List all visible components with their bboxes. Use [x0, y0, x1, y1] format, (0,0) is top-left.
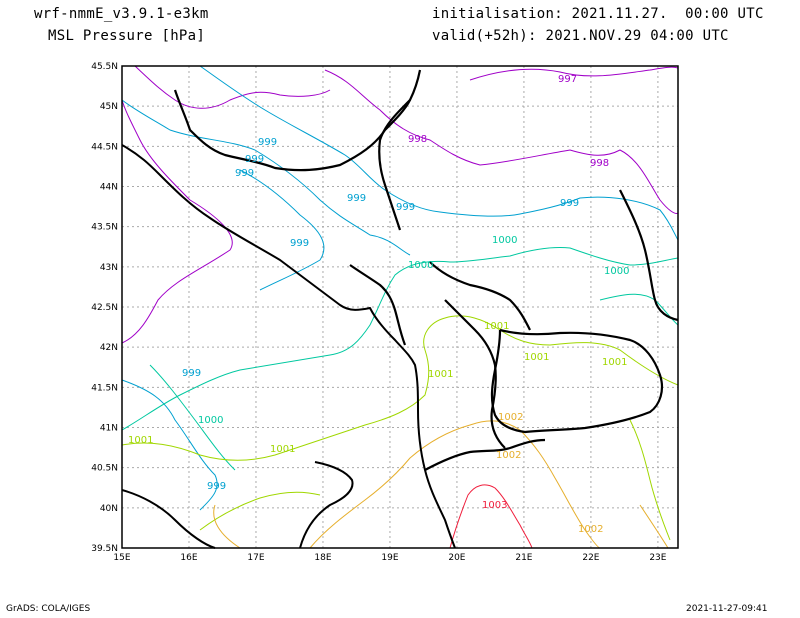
contour-label: 1000	[198, 415, 223, 426]
isobar-999	[121, 99, 411, 256]
isobar-1002	[213, 504, 241, 549]
contour-label: 1002	[498, 412, 523, 423]
contour-label: 997	[558, 74, 577, 85]
contour-label: 1001	[524, 352, 549, 363]
contour-label: 1002	[578, 524, 603, 535]
contour-label: 1003	[482, 500, 507, 511]
longitude-label: 22E	[582, 553, 599, 563]
longitude-label: 16E	[180, 553, 197, 563]
init-time: initialisation: 2021.11.27. 00:00 UTC	[432, 6, 764, 22]
border-kosovo	[429, 261, 531, 331]
borders	[173, 69, 679, 471]
contour-label: 999	[245, 154, 264, 165]
longitude-labels: 15E 16E 17E 18E 19E 20E 21E 22E 23E	[113, 553, 666, 563]
contour-label: 1001	[428, 369, 453, 380]
isobar-1001	[121, 315, 679, 461]
isobar-998	[324, 69, 679, 214]
isobar-1001	[199, 491, 321, 531]
latitude-label: 44N	[100, 183, 118, 193]
latitude-label: 41N	[100, 424, 118, 434]
footer-credit: GrADS: COLA/IGES	[6, 604, 91, 614]
isobar-1002	[639, 504, 669, 549]
latitude-label: 39.5N	[91, 544, 118, 554]
isobar-1000	[599, 293, 679, 326]
contour-labels: 997 998 998 999 999 999 999 999 999 999 …	[128, 74, 629, 535]
plot-frame	[121, 65, 679, 549]
longitude-label: 19E	[381, 553, 398, 563]
latitude-label: 45.5N	[91, 62, 118, 72]
contour-label: 999	[235, 168, 254, 179]
coastlines	[121, 144, 456, 549]
isobar-1001	[629, 419, 671, 541]
latitude-label: 41.5N	[91, 383, 118, 393]
contours	[121, 65, 679, 549]
border-north	[173, 69, 422, 172]
border-greece	[424, 438, 546, 471]
contour-label: 999	[396, 202, 415, 213]
border-drina	[378, 99, 411, 231]
contour-label: 999	[182, 368, 201, 379]
contour-label: 999	[560, 198, 579, 209]
isobar-999	[121, 379, 218, 511]
border-bulgaria	[619, 189, 679, 322]
longitude-label: 21E	[515, 553, 532, 563]
lat-lon-grid	[122, 66, 678, 548]
isobar-1000	[149, 364, 236, 471]
latitude-label: 44.5N	[91, 142, 118, 152]
border-montenegro	[349, 264, 407, 346]
isobar-999	[239, 169, 325, 291]
valid-time: valid(+52h): 2021.NOV.29 04:00 UTC	[432, 28, 729, 44]
latitude-label: 40.5N	[91, 464, 118, 474]
latitude-labels: 45.5N 45N 44.5N 44N 43.5N 43N 42.5N 42N 41.5N 41N…	[91, 62, 118, 554]
italy-heel-coast	[121, 489, 216, 549]
contour-label: 1002	[496, 450, 521, 461]
longitude-label: 15E	[113, 553, 130, 563]
contour-label: 1000	[492, 235, 517, 246]
contour-label: 999	[347, 193, 366, 204]
isobar-997	[469, 66, 679, 81]
footer-timestamp: 2021-11-27-09:41	[686, 604, 768, 614]
contour-label: 1001	[484, 321, 509, 332]
isobar-999	[199, 65, 679, 241]
isobar-1000	[121, 247, 679, 431]
contour-label: 999	[207, 481, 226, 492]
longitude-label: 20E	[448, 553, 465, 563]
longitude-label: 23E	[649, 553, 666, 563]
field-title: MSL Pressure [hPa]	[48, 28, 206, 44]
contour-label: 998	[408, 134, 427, 145]
isobar-1003	[449, 484, 533, 549]
contour-label: 998	[590, 158, 609, 169]
latitude-label: 40N	[100, 504, 118, 514]
contour-label: 1001	[602, 357, 627, 368]
contour-label-extra: 1001	[270, 444, 295, 455]
contour-label: 999	[258, 137, 277, 148]
latitude-label: 43.5N	[91, 223, 118, 233]
latitude-label: 43N	[100, 263, 118, 273]
longitude-label: 18E	[314, 553, 331, 563]
contour-label-1001-italy: 1001	[270, 444, 295, 455]
isobar-998	[134, 65, 331, 109]
contour-label: 1001	[128, 435, 153, 446]
contour-label: 999	[290, 238, 309, 249]
isobar-1002	[309, 420, 601, 549]
border-albania-east	[444, 299, 506, 449]
latitude-label: 42.5N	[91, 303, 118, 313]
contour-label: 1000	[408, 260, 433, 271]
longitude-label: 17E	[247, 553, 264, 563]
latitude-label: 42N	[100, 343, 118, 353]
border-mk	[490, 328, 664, 434]
contour-label: 1000	[604, 266, 629, 277]
italy-gulf-coast	[299, 461, 354, 549]
latitude-label: 45N	[100, 102, 118, 112]
adriatic-coast-east	[121, 144, 456, 549]
model-title: wrf-nmmE_v3.9.1-e3km	[34, 6, 209, 22]
